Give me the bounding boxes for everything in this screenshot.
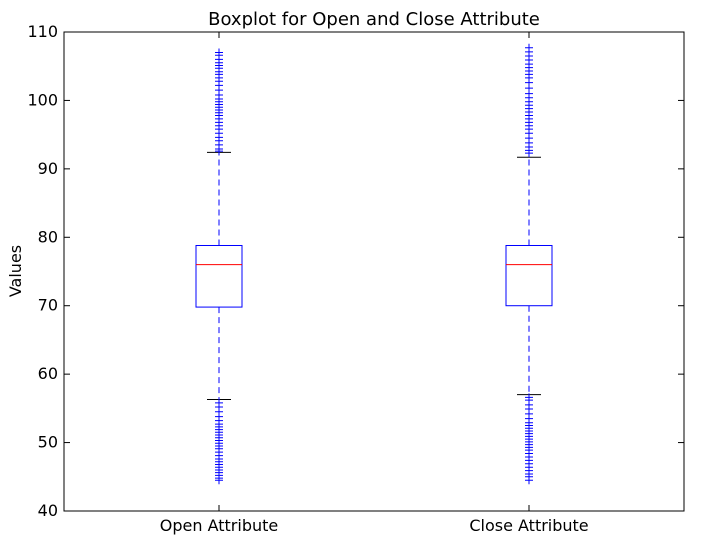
outlier-point <box>215 48 223 57</box>
iqr-box <box>505 244 553 307</box>
outlier-point <box>525 476 533 485</box>
x-tick-label: Open Attribute <box>160 516 278 535</box>
y-tick-label: 90 <box>38 159 58 178</box>
plot-area: 40 50 60 70 80 90 100 110 Open Attribute Close At… <box>27 22 684 535</box>
y-tick-label: 80 <box>38 227 58 246</box>
y-tick-label: 40 <box>38 501 58 520</box>
y-tick-label: 100 <box>27 90 58 109</box>
iqr-box <box>195 244 243 308</box>
y-tick-label: 60 <box>38 364 58 383</box>
plot-frame <box>63 31 685 512</box>
outlier-point <box>215 476 223 485</box>
x-tick-label: Close Attribute <box>469 516 588 535</box>
y-tick-label: 50 <box>38 433 58 452</box>
outlier-point <box>525 43 533 52</box>
y-tick-label: 70 <box>38 296 58 315</box>
y-tick-label: 110 <box>27 22 58 41</box>
chart-title: Boxplot for Open and Close Attribute <box>208 9 540 30</box>
y-axis-label: Values <box>6 245 25 297</box>
